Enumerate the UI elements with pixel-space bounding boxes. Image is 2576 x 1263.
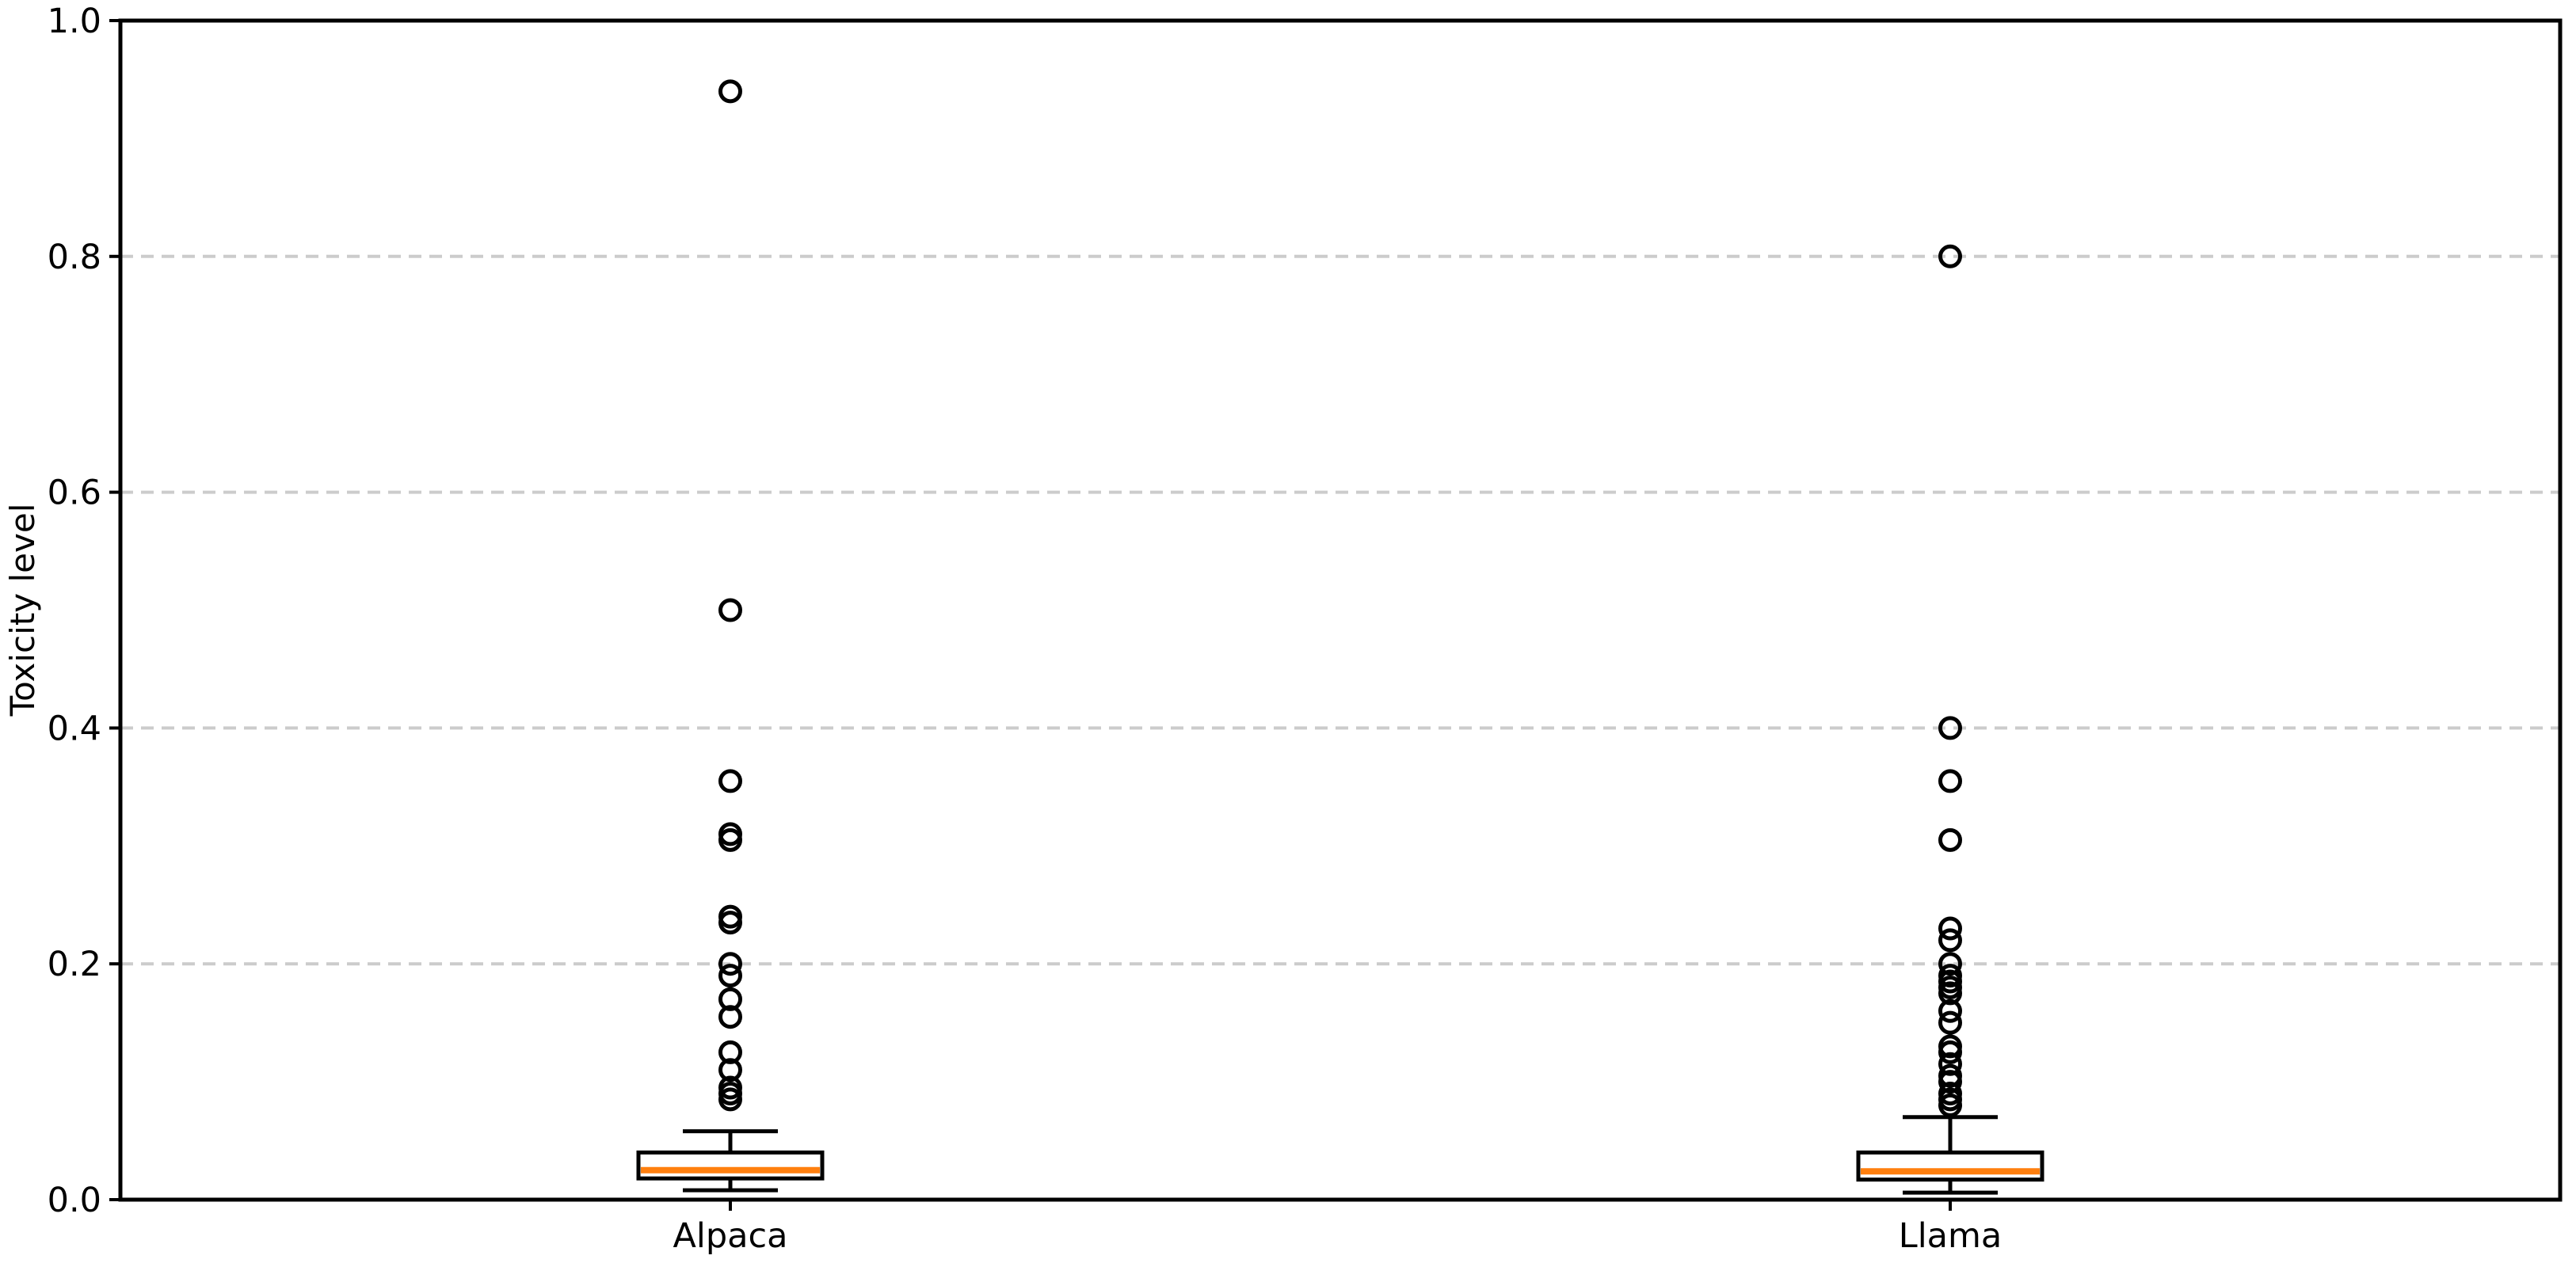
outlier-Alpaca bbox=[718, 1040, 742, 1064]
outlier-Llama bbox=[1938, 244, 1962, 268]
outlier-Alpaca bbox=[718, 987, 742, 1011]
outlier-Llama bbox=[1938, 827, 1962, 852]
outlier-Llama bbox=[1938, 928, 1962, 953]
outlier-Llama bbox=[1938, 1040, 1962, 1064]
outlier-Alpaca bbox=[718, 598, 742, 622]
outlier-Llama bbox=[1938, 999, 1962, 1023]
outlier-Llama bbox=[1938, 1070, 1962, 1094]
outlier-Llama bbox=[1938, 916, 1962, 941]
outlier-Llama bbox=[1938, 1052, 1962, 1076]
outlier-Alpaca bbox=[718, 79, 742, 104]
y-tick-label-0.2: 0.2 bbox=[48, 945, 101, 984]
x-tick-label-Llama: Llama bbox=[1899, 1216, 2002, 1256]
outlier-Alpaca bbox=[718, 1058, 742, 1082]
outlier-Llama bbox=[1938, 1010, 1962, 1035]
outlier-Alpaca bbox=[718, 769, 742, 793]
outlier-Alpaca bbox=[718, 964, 742, 988]
y-tick-label-0.0: 0.0 bbox=[48, 1181, 101, 1220]
outlier-Llama bbox=[1938, 952, 1962, 976]
y-tick-label-0.8: 0.8 bbox=[48, 238, 101, 277]
y-axis-label: Toxicity level bbox=[3, 503, 42, 717]
outlier-Llama bbox=[1938, 769, 1962, 793]
y-tick-label-1.0: 1.0 bbox=[48, 2, 101, 41]
outlier-Llama bbox=[1938, 981, 1962, 1006]
box-Alpaca bbox=[636, 1150, 825, 1181]
box-Llama bbox=[1856, 1150, 2044, 1182]
plot-border bbox=[118, 18, 2563, 1202]
outlier-Llama bbox=[1938, 716, 1962, 740]
y-tick-label-0.4: 0.4 bbox=[48, 709, 101, 748]
x-tick-label-Alpaca: Alpaca bbox=[673, 1216, 788, 1256]
outlier-Alpaca bbox=[718, 952, 742, 976]
outlier-Alpaca bbox=[718, 911, 742, 935]
outlier-Alpaca bbox=[718, 1005, 742, 1029]
outlier-Llama bbox=[1938, 1093, 1962, 1117]
outlier-Alpaca bbox=[718, 827, 742, 852]
y-tick-label-0.6: 0.6 bbox=[48, 474, 101, 513]
outlier-Alpaca bbox=[718, 1087, 742, 1112]
